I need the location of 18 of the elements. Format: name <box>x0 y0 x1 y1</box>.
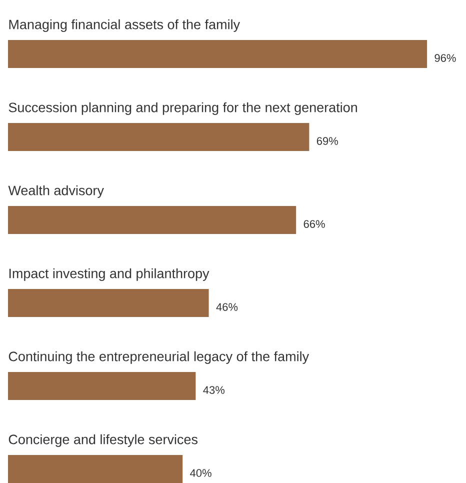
bar <box>8 123 310 152</box>
bar <box>8 289 209 318</box>
bar <box>8 372 196 400</box>
data-label: 96% <box>434 54 456 62</box>
y-tick-label: Managing financial assets of the family <box>9 19 240 32</box>
bar <box>8 206 296 234</box>
bar <box>8 455 183 483</box>
y-tick-label: Impact investing and philanthropy <box>9 268 210 281</box>
data-label: 46% <box>216 303 238 311</box>
y-tick-label: Wealth advisory <box>8 185 104 198</box>
y-tick-label: Succession planning and preparing for the next generation <box>8 102 357 115</box>
data-label: 43% <box>203 386 224 394</box>
y-tick-label: Continuing the entrepreneurial legacy of the family <box>8 351 310 364</box>
data-label: 66% <box>304 220 325 228</box>
y-tick-label: Concierge and lifestyle services <box>8 434 198 447</box>
data-label: 40% <box>190 469 212 477</box>
data-label: 69% <box>316 137 338 145</box>
bar <box>8 40 428 68</box>
